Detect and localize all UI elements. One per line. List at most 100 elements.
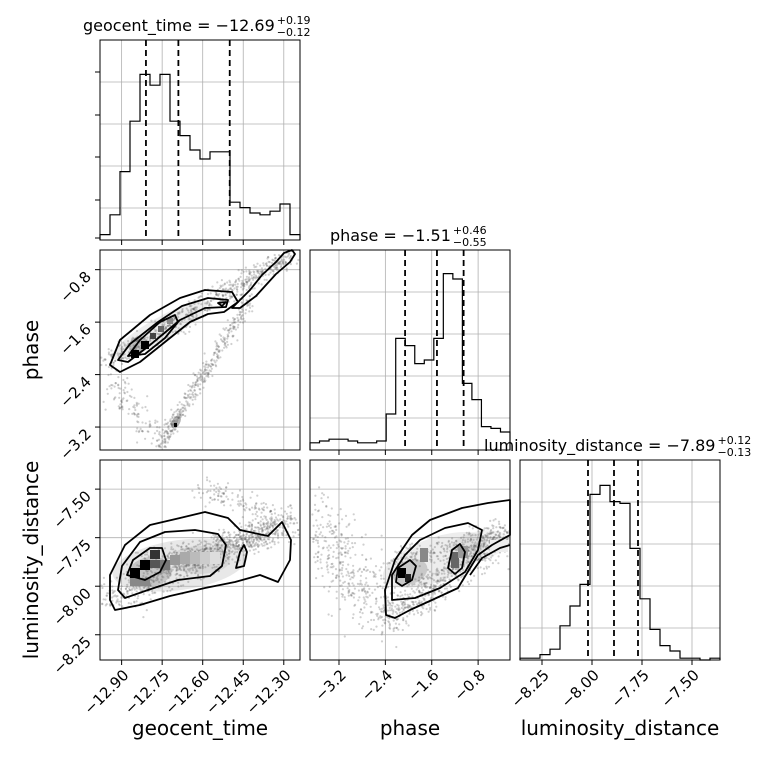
scatter-point <box>200 379 203 382</box>
scatter-point <box>217 345 220 348</box>
scatter-point <box>231 322 234 325</box>
scatter-point <box>180 584 183 587</box>
scatter-point <box>426 586 429 589</box>
scatter-point <box>195 568 198 571</box>
scatter-point <box>200 375 203 378</box>
scatter-point <box>176 412 179 415</box>
scatter-point <box>256 539 259 542</box>
scatter-point <box>397 606 400 609</box>
scatter-point <box>396 612 399 615</box>
scatter-point <box>404 620 408 623</box>
scatter-point <box>137 345 140 348</box>
scatter-point <box>216 548 219 551</box>
scatter-point <box>243 538 246 541</box>
scatter-point <box>242 554 245 557</box>
scatter-point <box>178 574 181 577</box>
scatter-point <box>454 543 458 546</box>
scatter-point <box>217 294 220 297</box>
scatter-point <box>126 563 129 566</box>
scatter-point <box>118 407 121 410</box>
scatter-point <box>146 570 149 573</box>
scatter-point <box>193 389 196 392</box>
scatter-point <box>469 539 472 542</box>
scatter-point <box>207 373 210 376</box>
scatter-point <box>471 527 474 530</box>
scatter-point <box>180 413 183 416</box>
scatter-point <box>154 419 157 422</box>
scatter-point <box>219 284 222 287</box>
scatter-point <box>497 520 501 523</box>
scatter-point <box>437 536 440 539</box>
scatter-point <box>195 316 198 319</box>
scatter-point <box>460 563 463 566</box>
scatter-point <box>137 421 140 424</box>
scatter-point <box>186 564 189 567</box>
scatter-point <box>146 587 149 590</box>
scatter-point <box>139 427 142 430</box>
scatter-point <box>341 593 345 596</box>
scatter-point <box>230 539 233 542</box>
scatter-point <box>329 566 332 569</box>
scatter-point <box>106 592 109 595</box>
scatter-point <box>107 348 110 351</box>
scatter-point <box>168 324 171 327</box>
scatter-point <box>346 570 349 573</box>
scatter-point <box>163 435 166 438</box>
scatter-point <box>199 378 202 381</box>
scatter-point <box>145 339 148 342</box>
scatter-point <box>181 309 184 312</box>
scatter-point <box>126 592 129 595</box>
scatter-point <box>187 542 190 546</box>
scatter-point <box>196 484 200 487</box>
scatter-point <box>219 550 222 553</box>
scatter-point <box>123 353 126 356</box>
scatter-point <box>397 604 400 607</box>
scatter-point <box>293 522 296 525</box>
scatter-point <box>167 572 170 575</box>
scatter-point <box>418 576 421 579</box>
scatter-point <box>165 327 168 330</box>
scatter-point <box>343 635 346 638</box>
scatter-point <box>216 494 220 497</box>
scatter-point <box>359 579 362 582</box>
scatter-point <box>268 535 271 539</box>
scatter-point <box>249 534 252 537</box>
scatter-point <box>343 580 346 583</box>
scatter-point <box>265 522 269 525</box>
scatter-point <box>380 607 383 611</box>
scatter-point <box>244 266 247 269</box>
density-blob <box>171 415 181 429</box>
scatter-point <box>169 572 172 575</box>
scatter-point <box>231 498 234 501</box>
scatter-point <box>190 307 193 310</box>
scatter-point <box>495 526 498 529</box>
scatter-point <box>241 495 244 499</box>
scatter-point <box>429 549 432 553</box>
scatter-point <box>269 522 272 525</box>
scatter-point <box>273 520 276 524</box>
scatter-point <box>472 538 475 542</box>
scatter-point <box>195 375 198 378</box>
scatter-point <box>442 567 445 570</box>
scatter-point <box>457 578 460 581</box>
scatter-point <box>484 535 487 538</box>
scatter-point <box>339 562 342 565</box>
scatter-point <box>473 546 476 549</box>
scatter-point <box>360 583 363 586</box>
scatter-point <box>417 601 420 605</box>
scatter-point <box>244 278 247 281</box>
scatter-point <box>415 603 419 606</box>
scatter-point <box>251 519 254 522</box>
scatter-point <box>401 604 404 607</box>
scatter-point <box>455 568 458 571</box>
scatter-point <box>466 557 470 560</box>
scatter-point <box>399 591 402 594</box>
scatter-point <box>235 293 238 296</box>
scatter-point <box>210 359 213 362</box>
scatter-point <box>416 586 420 589</box>
scatter-point <box>175 566 178 569</box>
scatter-point <box>347 582 350 585</box>
scatter-point <box>256 535 259 538</box>
scatter-point <box>426 577 430 580</box>
scatter-point <box>255 537 258 540</box>
